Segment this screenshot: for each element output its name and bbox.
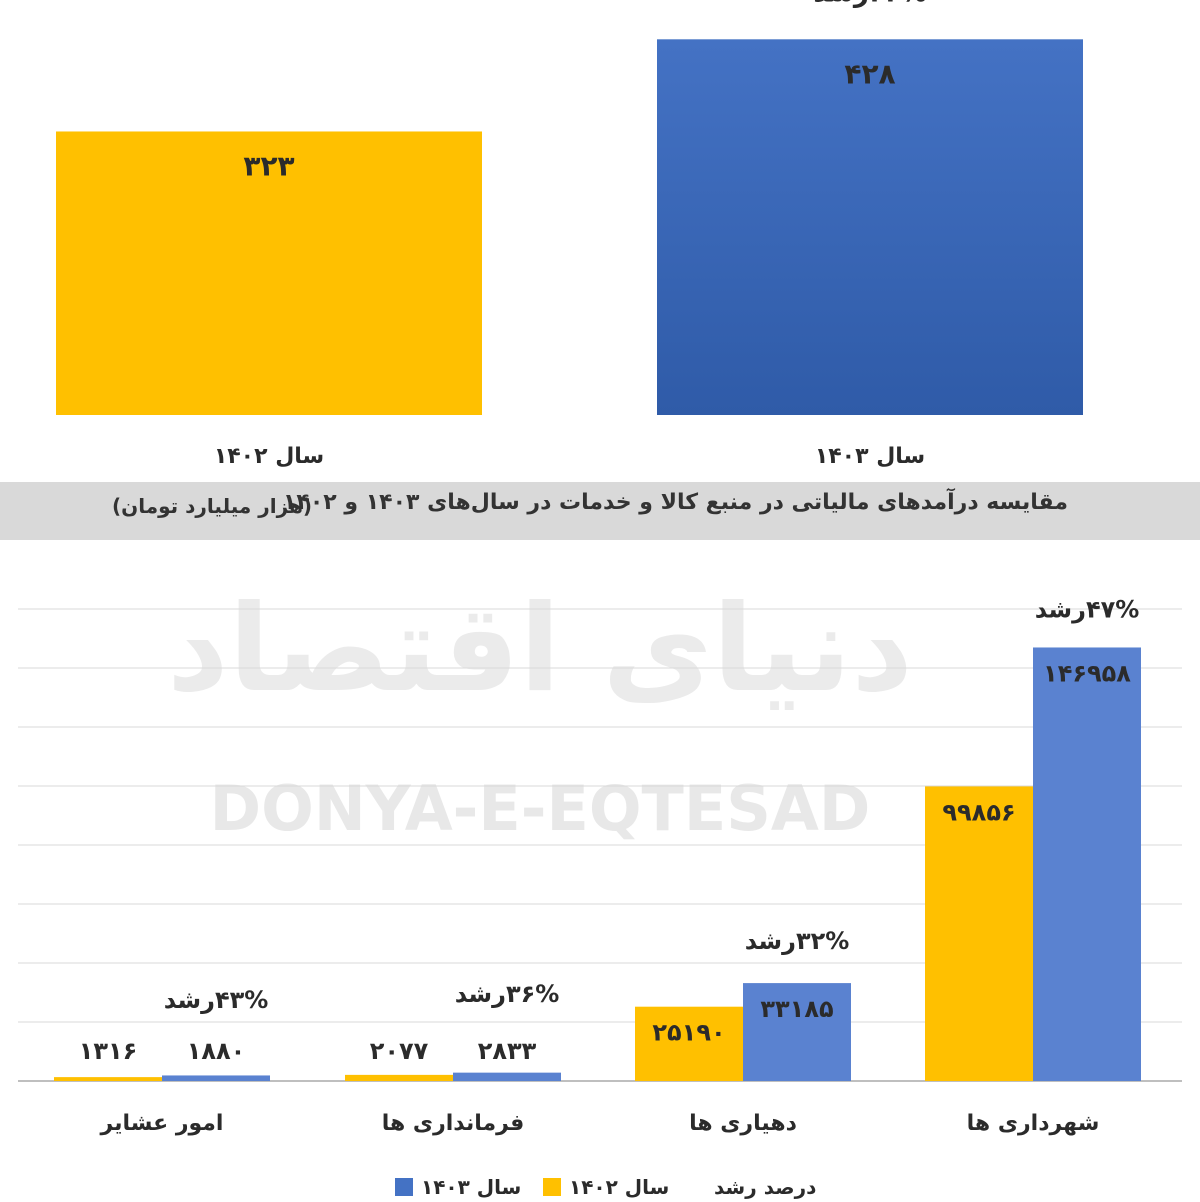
legend-item-label: درصد رشد xyxy=(714,1175,817,1199)
watermark-en: DONYA-E-EQTESAD xyxy=(210,772,871,845)
growth-label: ۳۳%رشد xyxy=(813,0,926,8)
chart-title-band xyxy=(0,482,1200,540)
bar-1403 xyxy=(657,39,1083,416)
watermark-fa: دنیای اقتصاد xyxy=(167,580,913,719)
watermark: دنیای اقتصاد DONYA-E-EQTESAD xyxy=(167,580,913,845)
category-label: فرمانداری ها xyxy=(382,1111,524,1136)
category-label: شهرداری ها xyxy=(967,1111,1100,1136)
bar-value-label: ۳۲۳ xyxy=(243,149,294,182)
bar-value-label: ۲۰۷۷ xyxy=(370,1037,429,1065)
growth-label: ۳۶%رشد xyxy=(455,980,560,1008)
bar-1403 xyxy=(1033,647,1141,1081)
legend-item-1402: سال ۱۴۰۲ xyxy=(543,1172,669,1202)
growth-label: ۳۲%رشد xyxy=(745,927,850,955)
legend-item-growth: درصد رشد xyxy=(714,1172,816,1202)
bar-value-label: ۲۸۳۳ xyxy=(478,1037,537,1065)
bar-1402 xyxy=(345,1074,453,1081)
gridlines xyxy=(18,608,1182,1082)
legend-item-label: سال ۱۴۰۳ xyxy=(421,1175,522,1199)
bar-1402 xyxy=(56,131,482,415)
top-chart: ۳۲۳ سال ۱۴۰۲ ۴۲۸ سال ۱۴۰۳ ۳۳%رشد xyxy=(56,0,1083,469)
legend-swatch-yellow xyxy=(543,1178,561,1196)
bar-value-label: ۱۸۸۰ xyxy=(187,1037,246,1065)
bar-value-label: ۳۳۱۸۵ xyxy=(760,995,833,1023)
category-label: سال ۱۴۰۳ xyxy=(815,444,925,469)
bar-value-label: ۲۵۱۹۰ xyxy=(652,1019,725,1047)
category-label: امور عشایر xyxy=(100,1111,224,1136)
bar-1402 xyxy=(925,786,1033,1081)
bar-1403 xyxy=(162,1075,270,1081)
category-label: سال ۱۴۰۲ xyxy=(214,444,324,469)
growth-label: ۴۷%رشد xyxy=(1035,595,1140,623)
bar-1403 xyxy=(743,983,851,1081)
legend-swatch-blue xyxy=(395,1178,413,1196)
legend-item-label: سال ۱۴۰۲ xyxy=(569,1175,670,1199)
bar-value-label: ۴۲۸ xyxy=(844,57,895,90)
bar-value-label: ۹۹۸۵۶ xyxy=(942,798,1015,826)
bar-1403 xyxy=(453,1072,561,1081)
legend-item-1403: سال ۱۴۰۳ xyxy=(395,1172,521,1202)
bar-value-label: ۱۴۶۹۵۸ xyxy=(1043,659,1131,687)
chart-title-unit: (هزار میلیارد تومان) xyxy=(112,494,313,518)
bar-value-label: ۱۳۱۶ xyxy=(79,1037,138,1065)
growth-label: ۴۳%رشد xyxy=(164,986,269,1014)
category-label: دهیاری ها xyxy=(689,1111,797,1136)
chart-title: مقایسه درآمدهای مالیاتی در منبع کالا و خ… xyxy=(283,490,1068,515)
bar-1402 xyxy=(54,1077,162,1081)
bar-1402 xyxy=(635,1006,743,1081)
